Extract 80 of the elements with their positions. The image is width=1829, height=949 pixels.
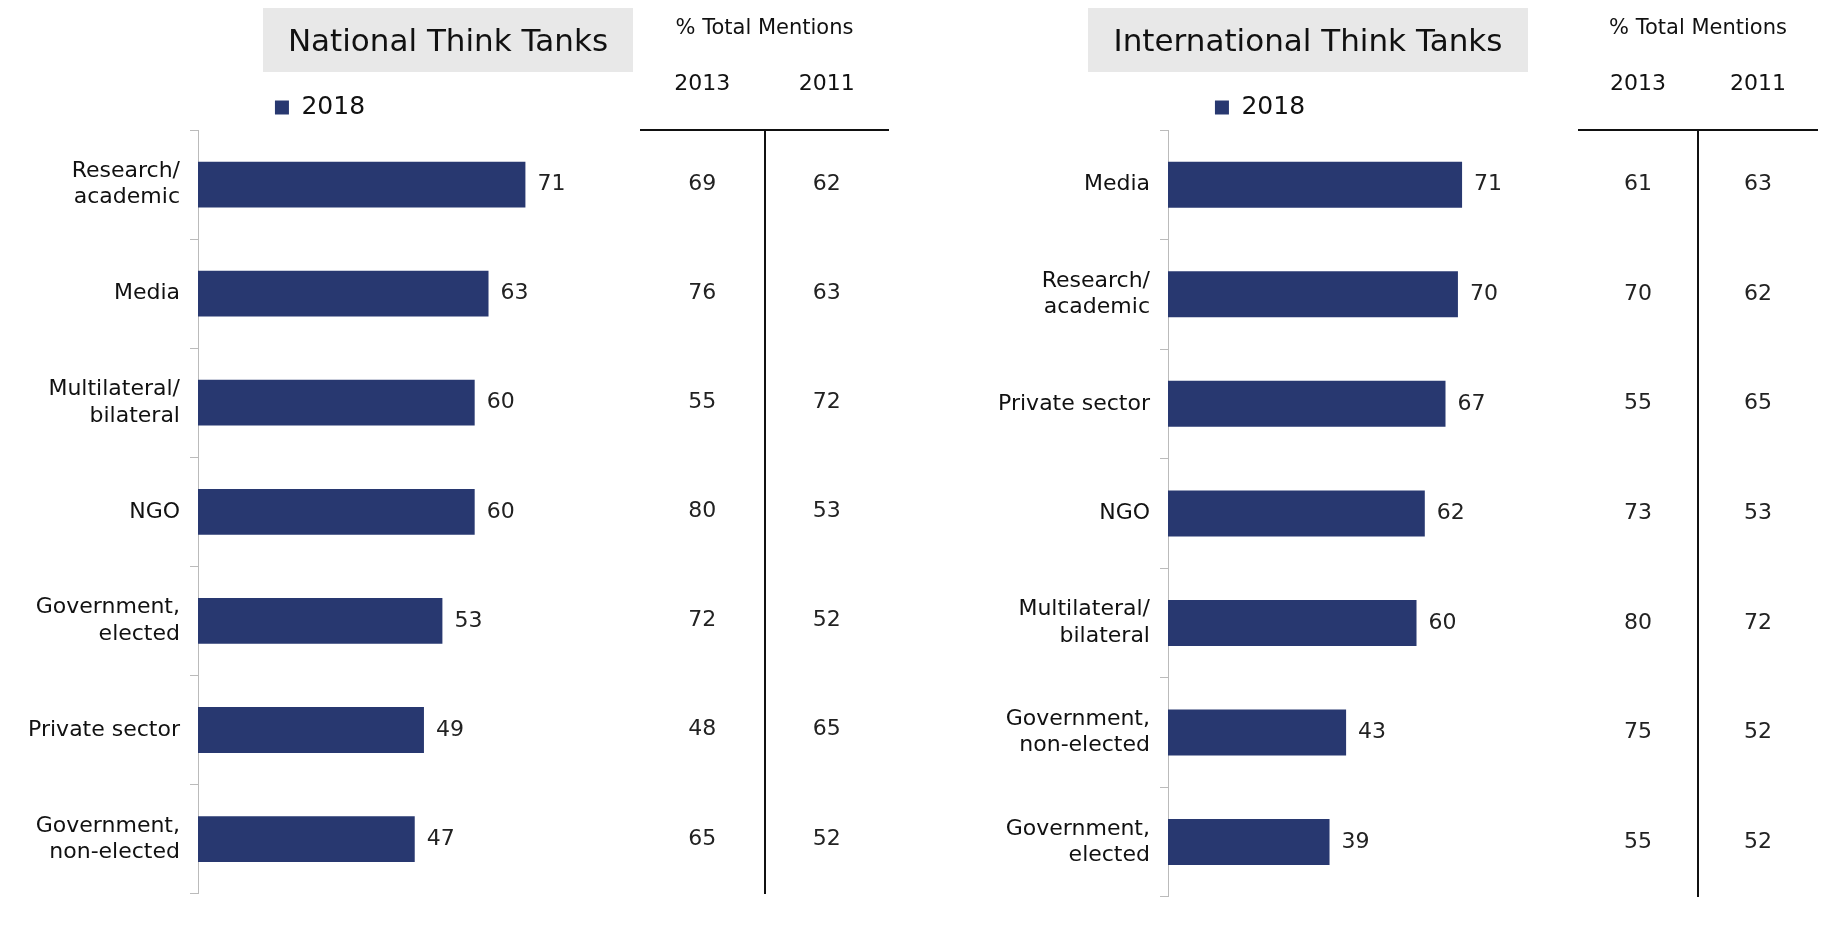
data-label: 69 [688,170,717,196]
bar [1168,161,1463,208]
y-tick-label: Government, non-elected [1005,705,1150,757]
data-label: 71 [537,170,566,196]
bar [1168,490,1425,537]
data-label: 65 [688,824,717,850]
chart-title: % Total Mentions [1609,15,1787,40]
data-label: 55 [1624,389,1652,415]
data-label: 62 [1744,280,1772,306]
data-label: 43 [1358,718,1387,744]
data-label: 76 [688,279,717,305]
y-tick-label: Research/ academic [1041,266,1151,319]
bar [198,816,415,862]
data-label: 55 [688,388,717,414]
y-tick-label: Government, non-elected [35,811,180,863]
y-tick-label: NGO [1099,499,1150,525]
bar [1168,380,1446,427]
data-label: 65 [812,715,841,741]
data-label: 53 [1744,499,1772,525]
data-label: 80 [688,497,717,523]
y-tick-label: Private sector [998,389,1151,415]
y-tick-label: Multilateral/ bilateral [1018,595,1151,647]
bar [198,597,443,644]
y-tick-label: Government, elected [1005,814,1150,866]
bar [1168,819,1330,866]
x-tick-label: 2013 [674,70,731,96]
data-label: 48 [688,715,717,741]
y-tick-label: Media [1083,170,1150,196]
data-label: 55 [1624,828,1652,854]
data-label: 52 [1744,828,1772,854]
data-label: 65 [1744,389,1772,415]
bar [198,161,526,208]
data-label: 67 [1457,389,1486,415]
y-tick-label: Research/ academic [71,157,181,209]
data-label: 63 [812,279,841,305]
bar [1168,709,1347,756]
data-label: 60 [1428,608,1457,634]
data-label: 61 [1624,170,1652,196]
bar [1168,599,1417,646]
data-label: 72 [812,388,841,414]
data-label: 80 [1624,608,1652,634]
data-label: 63 [500,279,529,305]
data-label: 52 [812,824,841,850]
legend-label: 2018 [1241,91,1306,120]
bar [198,488,475,535]
x-tick-label: 2011 [798,70,855,96]
data-label: 62 [812,170,841,196]
data-label: 63 [1744,170,1772,196]
chart-title: % Total Mentions [675,15,854,40]
data-label: 72 [1744,608,1772,634]
y-tick-label: Private sector [28,715,181,741]
x-tick-label: 2011 [1730,70,1786,96]
data-label: 39 [1341,827,1370,853]
data-label: 49 [435,715,464,741]
bar [1168,271,1458,318]
data-label: 71 [1474,170,1503,196]
data-label: 53 [812,497,841,523]
chart-title: International Think Tanks [1088,8,1528,72]
data-label: 62 [1436,499,1465,525]
data-label: 72 [688,606,717,632]
data-label: 70 [1624,280,1652,306]
data-label: 60 [486,388,515,414]
y-tick-label: NGO [129,497,180,523]
legend-label: 2018 [301,91,366,120]
bar [198,707,424,753]
data-label: 73 [1624,499,1652,525]
y-tick-label: Multilateral/ bilateral [48,375,181,427]
y-tick-label: Media [113,279,180,305]
data-label: 52 [812,606,841,632]
data-label: 60 [486,497,515,523]
data-label: 70 [1469,280,1498,306]
bar [198,379,475,426]
chart-title: National Think Tanks [263,8,633,72]
y-tick-label: Government, elected [35,593,180,645]
data-label: 52 [1744,718,1772,744]
data-label: 75 [1624,718,1652,744]
x-tick-label: 2013 [1610,70,1666,96]
data-label: 47 [426,824,455,850]
data-label: 53 [454,606,483,632]
bar [198,270,489,317]
